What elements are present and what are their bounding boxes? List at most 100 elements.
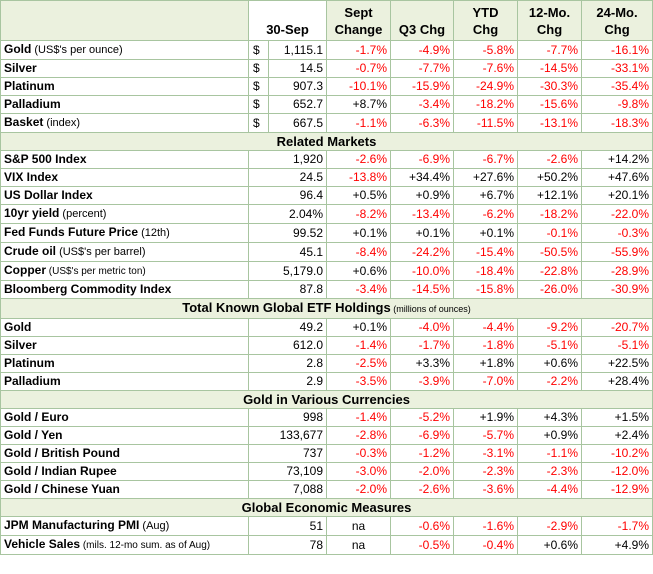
change-cell: +0.6%: [517, 535, 583, 555]
change-cell: +3.3%: [390, 354, 455, 373]
change-cell: +1.9%: [453, 408, 519, 427]
change-cell: -16.1%: [581, 40, 653, 60]
change-cell: -7.7%: [390, 59, 455, 78]
change-cell: -14.5%: [390, 280, 455, 299]
row-label-name: Silver: [4, 61, 37, 75]
change-cell: -2.0%: [390, 462, 455, 481]
change-cell: +12.1%: [517, 186, 583, 205]
header-sept-line2: Change: [334, 21, 383, 37]
row-label: Vehicle Sales (mils. 12-mo sum. as of Au…: [0, 535, 249, 555]
change-cell: +0.1%: [390, 223, 455, 243]
change-cell: -10.0%: [390, 261, 455, 281]
row-label-name: JPM Manufacturing PMI: [4, 518, 140, 532]
change-cell: -35.4%: [581, 77, 653, 96]
row-value: 2.04%: [247, 204, 328, 224]
row-label-name: Platinum: [4, 356, 55, 370]
section-header-row: Related Markets: [0, 132, 653, 151]
change-cell: -0.6%: [390, 516, 455, 536]
change-cell: -3.9%: [390, 372, 455, 391]
row-label: Copper (US$'s per metric ton): [0, 261, 249, 281]
row-value: 133,677: [247, 426, 328, 445]
change-cell: -2.6%: [517, 150, 583, 169]
table-row: Gold / Indian Rupee 73,109 -3.0% -2.0% -2.3%…: [0, 462, 653, 481]
row-label: Fed Funds Future Price (12th): [0, 223, 249, 243]
change-cell: -18.2%: [517, 204, 583, 224]
change-cell: -15.4%: [453, 242, 519, 262]
section-title-text: Global Economic Measures: [241, 500, 412, 515]
row-label-name: Vehicle Sales: [4, 537, 81, 551]
row-label: Gold / Euro: [0, 408, 249, 427]
header-date: 30-Sep: [247, 0, 328, 41]
table-row: Bloomberg Commodity Index 87.8 -3.4% -14.5%…: [0, 280, 653, 299]
table-row: Platinum 2.8 -2.5% +3.3% +1.8% +0.6% +22.5%: [0, 354, 653, 373]
change-cell: +1.5%: [581, 408, 653, 427]
table-row: Basket (index) $667.5 -1.1% -6.3% -11.5% -13.…: [0, 113, 653, 133]
change-cell: +34.4%: [390, 168, 455, 187]
change-cell: +4.3%: [517, 408, 583, 427]
row-label: 10yr yield (percent): [0, 204, 249, 224]
change-cell: +0.1%: [326, 318, 392, 337]
currency-symbol: $: [248, 59, 269, 78]
change-cell: +0.6%: [517, 354, 583, 373]
table-row: Crude oil (US$'s per barrel) 45.1 -8.4% -24…: [0, 242, 653, 262]
row-value: 737: [247, 444, 328, 463]
change-cell: -8.2%: [326, 204, 392, 224]
change-cell: +28.4%: [581, 372, 653, 391]
change-cell: -13.4%: [390, 204, 455, 224]
change-cell: -15.9%: [390, 77, 455, 96]
row-label: Palladium: [0, 95, 249, 114]
row-value: 612.0: [247, 336, 328, 355]
change-cell: -6.2%: [453, 204, 519, 224]
header-24mo-line1: 24-Mo.: [596, 4, 638, 20]
header-12mo-line1: 12-Mo.: [528, 4, 571, 20]
section-title: Related Markets: [0, 132, 653, 151]
change-cell: -6.7%: [453, 150, 519, 169]
row-label-name: 10yr yield: [4, 206, 60, 220]
change-cell: -8.4%: [326, 242, 392, 262]
change-cell: -5.8%: [453, 40, 519, 60]
row-label-name: Basket: [4, 115, 44, 129]
change-cell: -3.0%: [326, 462, 392, 481]
row-label: Platinum: [0, 354, 249, 373]
table-row: Silver 612.0 -1.4% -1.7% -1.8% -5.1% -5.1%: [0, 336, 653, 355]
currency-symbol: $: [248, 77, 269, 96]
change-cell: -1.4%: [326, 336, 392, 355]
change-cell: -13.8%: [326, 168, 392, 187]
change-cell: -12.9%: [581, 480, 653, 499]
row-label-name: Gold / Indian Rupee: [4, 464, 117, 478]
header-sept-change: Sept Change: [326, 0, 392, 41]
change-cell: -12.0%: [581, 462, 653, 481]
change-cell: na: [326, 516, 392, 536]
row-label-name: Silver: [4, 338, 37, 352]
row-label-name: Gold / Chinese Yuan: [4, 482, 120, 496]
change-cell: -5.7%: [453, 426, 519, 445]
currency-symbol: $: [248, 113, 269, 133]
change-cell: -7.0%: [453, 372, 519, 391]
row-label: Palladium: [0, 372, 249, 391]
row-value: 2.8: [247, 354, 328, 373]
change-cell: +6.7%: [453, 186, 519, 205]
change-cell: -2.0%: [326, 480, 392, 499]
row-label-name: Gold / Euro: [4, 410, 69, 424]
change-cell: +20.1%: [581, 186, 653, 205]
table-row: Gold / Euro 998 -1.4% -5.2% +1.9% +4.3% +1.5%: [0, 408, 653, 427]
change-cell: +0.9%: [517, 426, 583, 445]
change-cell: +0.5%: [326, 186, 392, 205]
change-cell: +0.6%: [326, 261, 392, 281]
change-cell: -15.8%: [453, 280, 519, 299]
change-cell: -7.7%: [517, 40, 583, 60]
change-cell: -0.3%: [326, 444, 392, 463]
row-label-name: Palladium: [4, 374, 61, 388]
section-title: Global Economic Measures: [0, 498, 653, 517]
header-label-cell: [0, 0, 249, 41]
table-row: Fed Funds Future Price (12th) 99.52 +0.1% +…: [0, 223, 653, 243]
change-cell: +0.1%: [326, 223, 392, 243]
header-q3-chg: Q3 Chg: [390, 0, 455, 41]
change-cell: -20.7%: [581, 318, 653, 337]
change-cell: -33.1%: [581, 59, 653, 78]
row-value: 1,920: [247, 150, 328, 169]
change-cell: -24.2%: [390, 242, 455, 262]
row-label: VIX Index: [0, 168, 249, 187]
table-row: Gold 49.2 +0.1% -4.0% -4.4% -9.2% -20.7%: [0, 318, 653, 337]
table-row: Gold / Yen 133,677 -2.8% -6.9% -5.7% +0.9% +2.…: [0, 426, 653, 445]
